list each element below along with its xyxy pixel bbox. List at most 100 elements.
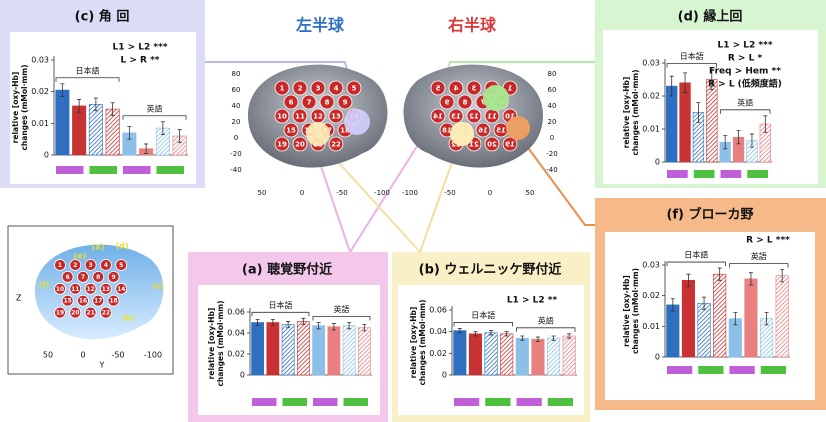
error-bar	[504, 331, 509, 337]
y-axis-label-line: changes (mMol·mm)	[216, 300, 225, 386]
bar	[105, 108, 120, 156]
y-axis-label: relative [oxy-Hb]changes (mMol·mm)	[622, 69, 640, 155]
y-tick-label: 0.01	[642, 125, 660, 134]
error-bar	[286, 321, 291, 329]
brain-y-tick: 40	[232, 102, 241, 110]
error-bar	[93, 97, 98, 112]
channel	[77, 294, 89, 307]
group-label: 英語	[334, 304, 350, 314]
channel-label: 8	[96, 274, 100, 281]
error-bar	[301, 317, 306, 325]
channel	[69, 306, 82, 319]
channel-label: 14	[117, 286, 125, 293]
condition-marker	[56, 166, 84, 174]
channel	[328, 108, 344, 124]
channel-label: 12	[86, 286, 94, 293]
y-axis-label-line: changes (mMol·mm)	[631, 268, 640, 354]
bar	[775, 275, 789, 358]
brain-x-tick: -50	[336, 189, 347, 197]
channel-label: 15	[286, 127, 296, 135]
channel-label: 17	[94, 298, 102, 305]
channel	[92, 270, 105, 283]
error-bar	[702, 296, 707, 310]
channel-label: 4	[334, 85, 339, 93]
error-bar	[520, 335, 525, 341]
chart-title: (d) 縁上回	[678, 9, 743, 25]
channel-label: 5	[435, 85, 440, 93]
brain-x-tick: 0	[488, 189, 492, 197]
bar	[531, 338, 545, 376]
channel	[100, 259, 112, 271]
y-tick-label: 0.02	[429, 349, 447, 358]
group-label: 日本語	[76, 65, 100, 75]
channel-label: 13	[102, 286, 110, 293]
channel-label: 19	[505, 141, 515, 149]
error-bar	[723, 135, 728, 150]
y-tick-label: 0.02	[227, 350, 245, 359]
region-label: (d)	[115, 242, 128, 251]
annotation: R > L ***	[746, 236, 790, 246]
channel	[430, 108, 446, 124]
bar	[500, 333, 514, 376]
channel-label: 12	[313, 113, 323, 121]
channel	[61, 270, 74, 283]
channel-label: 11	[295, 113, 305, 121]
group-bracket	[666, 261, 726, 267]
channel	[115, 282, 128, 295]
y-tick-label: 0.03	[642, 59, 660, 68]
y-axis-label-line: relative [oxy-Hb]	[207, 308, 216, 380]
channel	[337, 94, 353, 110]
channel	[292, 108, 308, 124]
condition-marker	[760, 366, 786, 374]
group-bracket	[251, 311, 310, 317]
error-bar	[686, 273, 691, 287]
error-bar	[331, 323, 336, 331]
channel	[448, 108, 464, 124]
region-label: (c)	[152, 282, 164, 291]
y-tick-label: 0	[655, 158, 660, 167]
bar	[266, 322, 280, 376]
y-axis-label-line: changes (mMol·mm)	[631, 69, 640, 155]
channel-label: 1	[507, 85, 512, 93]
brain-y-tick: -20	[546, 150, 557, 158]
bar	[666, 85, 678, 163]
annotation: L1 > L2 ***	[717, 41, 772, 51]
y-axis-label-line: changes (mMol·mm)	[20, 64, 29, 150]
channel	[274, 136, 290, 152]
y-axis-label-line: relative [oxy-Hb]	[409, 307, 418, 379]
bar	[681, 280, 695, 358]
group-label: 英語	[751, 251, 767, 261]
error-bar	[60, 83, 65, 97]
bar	[453, 330, 467, 376]
channel-label: 6	[66, 274, 70, 281]
group-label: 英語	[737, 97, 753, 107]
channel	[319, 94, 335, 110]
region-highlight	[450, 122, 474, 146]
brain-y-tick: 0	[234, 134, 238, 142]
channel	[84, 282, 97, 295]
condition-marker	[698, 366, 724, 374]
channel-label: 18	[109, 298, 117, 305]
y-tick-label: 0.03	[31, 56, 49, 65]
channel-label: 1	[58, 262, 62, 269]
channel-label: 20	[295, 141, 305, 149]
channel	[283, 122, 299, 138]
channel	[346, 80, 362, 96]
channel-label: 3	[471, 85, 476, 93]
brain-y-tick: 60	[548, 86, 557, 94]
channel-label: 22	[451, 141, 461, 149]
channel	[283, 94, 299, 110]
panel-inner	[10, 32, 196, 184]
chart-title: (c) 角 回	[75, 9, 130, 25]
small-x-tick: -50	[111, 351, 124, 360]
brain-y-tick: 20	[548, 118, 557, 126]
annotation: L > R **	[120, 56, 159, 66]
bar	[312, 325, 326, 376]
channel-label: 9	[343, 99, 348, 107]
y-axis-label-line: relative [oxy-Hb]	[622, 275, 631, 347]
brain-y-tick: 80	[548, 70, 557, 78]
error-bar	[144, 143, 149, 154]
bar	[484, 332, 498, 376]
